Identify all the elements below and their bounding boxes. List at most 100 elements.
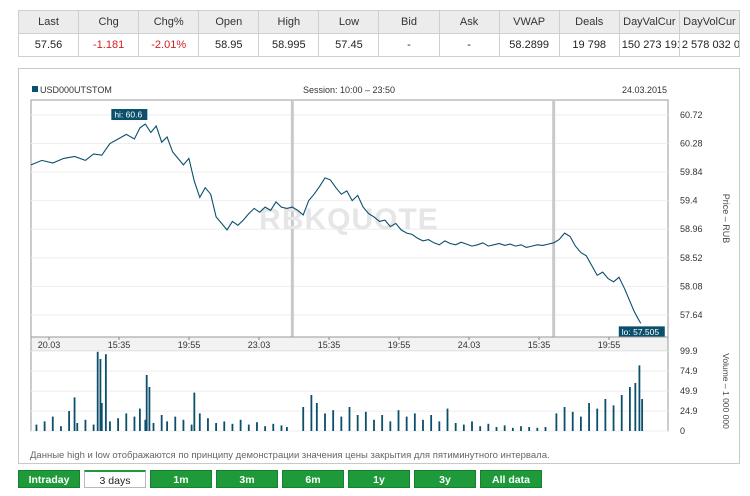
volume-bar bbox=[563, 407, 566, 431]
x-tick-label: 19:55 bbox=[178, 340, 201, 350]
volume-bar bbox=[544, 427, 547, 431]
volume-bar bbox=[641, 399, 644, 431]
volume-bar bbox=[166, 421, 169, 431]
volume-bar bbox=[511, 427, 514, 431]
value-last: 57.56 bbox=[17, 33, 80, 57]
volume-bar bbox=[138, 408, 141, 431]
tab-3m[interactable]: 3m bbox=[216, 470, 278, 488]
volume-bar bbox=[247, 424, 250, 431]
price-plot-area bbox=[30, 99, 669, 338]
volume-bar bbox=[495, 427, 498, 431]
volume-bar bbox=[536, 427, 539, 431]
value-bid: - bbox=[378, 33, 440, 57]
volume-bar bbox=[182, 419, 185, 431]
volume-y-axis: 99.9 74.9 49.9 24.9 0 bbox=[680, 346, 698, 436]
volume-bars bbox=[35, 351, 644, 431]
x-tick-label: 15:35 bbox=[528, 340, 551, 350]
price-tick-label: 60.72 bbox=[680, 110, 703, 120]
volume-bar bbox=[92, 424, 95, 431]
tab-intraday[interactable]: Intraday bbox=[18, 470, 80, 488]
period-tabs: Intraday 3 days 1m 3m 6m 1y 3y All data bbox=[18, 470, 542, 490]
volume-bar bbox=[381, 415, 384, 431]
watermark: RBKQUOTE bbox=[259, 203, 439, 236]
volume-bar bbox=[144, 419, 147, 431]
volume-bar bbox=[272, 423, 275, 431]
volume-bar bbox=[145, 375, 148, 431]
volume-bar bbox=[231, 423, 234, 431]
volume-bar bbox=[588, 403, 590, 431]
volume-bar bbox=[332, 410, 335, 431]
volume-bar bbox=[35, 424, 38, 431]
header-deals: Deals bbox=[558, 10, 620, 34]
volume-bar bbox=[104, 354, 107, 431]
header-ask: Ask bbox=[438, 10, 500, 34]
tab-6m[interactable]: 6m bbox=[282, 470, 344, 488]
volume-bar bbox=[430, 415, 433, 431]
volume-bar bbox=[555, 413, 558, 431]
header-chg: Chg bbox=[78, 10, 140, 34]
volume-bar bbox=[285, 427, 288, 431]
volume-bar bbox=[446, 408, 449, 431]
tab-1m[interactable]: 1m bbox=[150, 470, 212, 488]
tab-3y[interactable]: 3y bbox=[414, 470, 476, 488]
volume-bar bbox=[76, 423, 79, 431]
price-tick-label: 58.08 bbox=[680, 281, 703, 291]
value-deals: 19 798 bbox=[558, 33, 620, 57]
value-chg-pct: -2.01% bbox=[138, 33, 200, 57]
volume-axis-label: Volume – 1 000 000 bbox=[721, 353, 731, 429]
price-tick-label: 59.84 bbox=[680, 167, 703, 177]
volume-tick-label: 49.9 bbox=[680, 386, 698, 396]
volume-bar bbox=[125, 413, 128, 431]
volume-bar bbox=[373, 419, 375, 431]
value-low: 57.45 bbox=[318, 33, 380, 57]
volume-bar bbox=[256, 422, 258, 431]
volume-bar bbox=[503, 425, 506, 431]
tab-all-data[interactable]: All data bbox=[480, 470, 542, 488]
quote-table: Last Chg Chg% Open High Low Bid Ask VWAP… bbox=[17, 10, 741, 57]
volume-bar bbox=[634, 383, 637, 431]
volume-bar bbox=[462, 424, 465, 431]
volume-bar bbox=[109, 421, 111, 431]
value-dayvolcur: 2 578 032 000 bbox=[678, 33, 741, 57]
day-separator-price bbox=[290, 100, 294, 337]
tab-1y[interactable]: 1y bbox=[348, 470, 410, 488]
x-tick-label: 15:35 bbox=[108, 340, 131, 350]
volume-bar bbox=[190, 424, 193, 431]
volume-bar bbox=[356, 415, 359, 431]
x-tick-label: 15:35 bbox=[318, 340, 341, 350]
header-high: High bbox=[258, 10, 320, 34]
volume-bar bbox=[198, 413, 201, 431]
value-open: 58.95 bbox=[198, 33, 260, 57]
volume-bar bbox=[348, 407, 351, 431]
volume-bar bbox=[160, 415, 163, 431]
value-chg: -1.181 bbox=[78, 33, 140, 57]
volume-bar bbox=[223, 421, 226, 431]
volume-bar bbox=[96, 351, 99, 431]
volume-bar bbox=[207, 418, 209, 431]
volume-bar bbox=[604, 399, 607, 431]
price-chart: USD000UTSTOM Session: 10:00 – 23:50 24.0… bbox=[30, 85, 731, 436]
volume-tick-label: 24.9 bbox=[680, 406, 698, 416]
chart-date: 24.03.2015 bbox=[622, 85, 667, 95]
price-tick-label: 58.96 bbox=[680, 224, 703, 234]
tab-3-days[interactable]: 3 days bbox=[84, 470, 146, 488]
volume-tick-label: 99.9 bbox=[680, 346, 698, 356]
price-series-line bbox=[30, 123, 642, 324]
volume-bar bbox=[397, 410, 400, 431]
header-last: Last bbox=[17, 10, 80, 34]
x-tick-label: 24.03 bbox=[458, 340, 481, 350]
volume-bar bbox=[596, 408, 599, 431]
volume-bar bbox=[413, 413, 416, 431]
header-open: Open bbox=[198, 10, 260, 34]
x-tick-label: 19:55 bbox=[388, 340, 411, 350]
price-tick-label: 59.4 bbox=[680, 196, 698, 206]
volume-bar bbox=[152, 423, 155, 431]
volume-bar bbox=[340, 416, 343, 431]
volume-bar bbox=[148, 387, 151, 431]
volume-bar bbox=[389, 421, 392, 431]
hi-marker: hi: 60.6 bbox=[111, 109, 148, 121]
volume-bar bbox=[60, 426, 62, 431]
price-tick-label: 58.52 bbox=[680, 253, 703, 263]
svg-text:lo: 57.505: lo: 57.505 bbox=[622, 327, 660, 337]
volume-bar bbox=[117, 418, 120, 431]
